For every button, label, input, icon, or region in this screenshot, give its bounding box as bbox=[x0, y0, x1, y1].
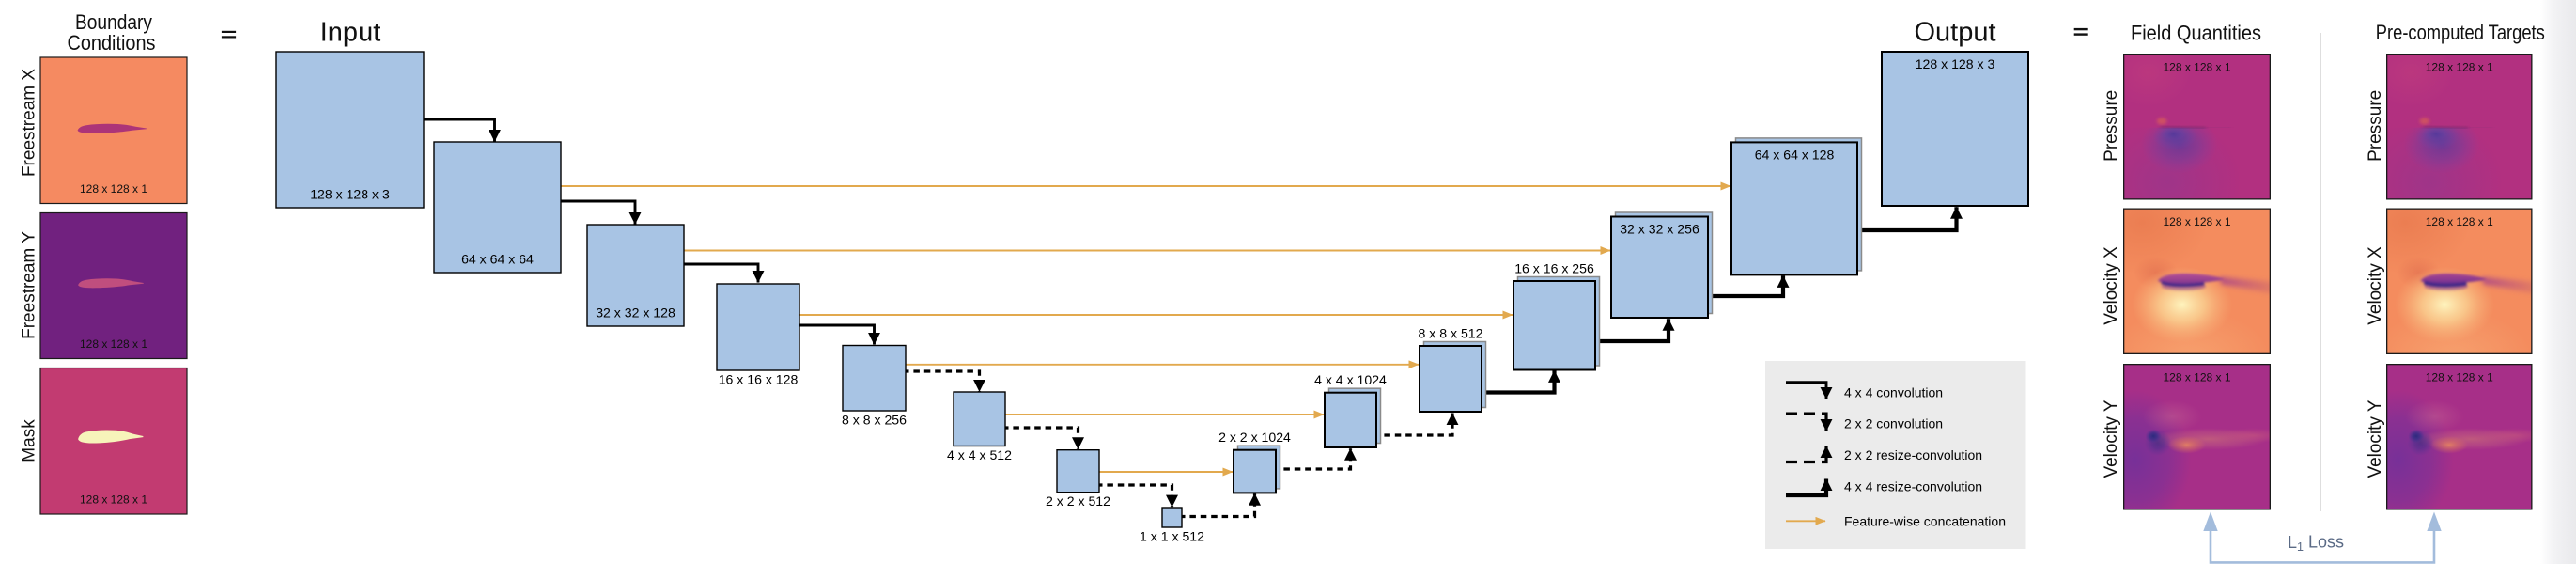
svg-text:2 x 2 resize-convolution: 2 x 2 resize-convolution bbox=[1844, 447, 1982, 462]
svg-text:8 x 8 x 512: 8 x 8 x 512 bbox=[1419, 326, 1483, 341]
svg-text:64 x 64 x 64: 64 x 64 x 64 bbox=[461, 252, 534, 267]
svg-text:Feature-wise concatenation: Feature-wise concatenation bbox=[1844, 513, 2006, 528]
svg-text:128 x 128 x 1: 128 x 128 x 1 bbox=[2163, 371, 2230, 384]
svg-text:1 x 1 x 512: 1 x 1 x 512 bbox=[1140, 529, 1204, 544]
svg-text:Freestream Y: Freestream Y bbox=[20, 231, 39, 339]
svg-text:Input: Input bbox=[320, 18, 381, 48]
svg-text:Velocity Y: Velocity Y bbox=[2366, 400, 2385, 478]
svg-text:Output: Output bbox=[1914, 18, 1995, 48]
svg-text:2 x 2 x 512: 2 x 2 x 512 bbox=[1046, 494, 1110, 509]
svg-text:Velocity Y: Velocity Y bbox=[2102, 400, 2121, 478]
svg-text:Freestream X: Freestream X bbox=[20, 69, 39, 177]
svg-text:128 x 128 x 1: 128 x 128 x 1 bbox=[80, 182, 147, 196]
svg-text:128 x 128 x 1: 128 x 128 x 1 bbox=[2426, 61, 2493, 74]
svg-text:Mask: Mask bbox=[20, 419, 39, 462]
svg-text:16 x 16 x 256: 16 x 16 x 256 bbox=[1514, 261, 1594, 276]
svg-text:Pressure: Pressure bbox=[2102, 90, 2121, 162]
svg-text:128 x 128 x 1: 128 x 128 x 1 bbox=[2426, 215, 2493, 228]
svg-text:32 x 32 x 256: 32 x 32 x 256 bbox=[1620, 222, 1699, 237]
svg-text:128 x 128 x 1: 128 x 128 x 1 bbox=[2426, 371, 2493, 384]
svg-text:8 x 8 x 256: 8 x 8 x 256 bbox=[842, 413, 907, 428]
svg-text:32 x 32 x 128: 32 x 32 x 128 bbox=[596, 306, 675, 321]
svg-text:64 x 64 x 128: 64 x 64 x 128 bbox=[1755, 147, 1835, 162]
svg-text:2 x 2 x 1024: 2 x 2 x 1024 bbox=[1218, 430, 1291, 445]
svg-text:4 x 4 x 512: 4 x 4 x 512 bbox=[947, 447, 1012, 462]
svg-text:Boundary: Boundary bbox=[75, 10, 153, 34]
svg-text:128 x 128 x 1: 128 x 128 x 1 bbox=[2163, 215, 2230, 228]
svg-text:Velocity X: Velocity X bbox=[2366, 246, 2385, 325]
svg-text:Pressure: Pressure bbox=[2366, 90, 2385, 162]
svg-text:Velocity X: Velocity X bbox=[2102, 246, 2121, 325]
svg-text:2 x 2 convolution: 2 x 2 convolution bbox=[1844, 416, 1943, 431]
svg-text:Field Quantities: Field Quantities bbox=[2131, 21, 2261, 44]
svg-text:4 x 4 x 1024: 4 x 4 x 1024 bbox=[1314, 372, 1387, 387]
svg-text:128 x 128 x 1: 128 x 128 x 1 bbox=[80, 494, 147, 507]
svg-text:4 x 4 convolution: 4 x 4 convolution bbox=[1844, 384, 1943, 400]
svg-text:128 x 128 x 1: 128 x 128 x 1 bbox=[2163, 61, 2230, 74]
svg-text:128 x 128 x 3: 128 x 128 x 3 bbox=[1916, 56, 1995, 71]
svg-text:128 x 128 x 3: 128 x 128 x 3 bbox=[310, 187, 390, 202]
svg-text:Conditions: Conditions bbox=[68, 31, 156, 55]
svg-text:Pre-computed Targets: Pre-computed Targets bbox=[2376, 21, 2545, 44]
svg-text:128 x 128 x 1: 128 x 128 x 1 bbox=[80, 337, 147, 351]
svg-text:4 x 4 resize-convolution: 4 x 4 resize-convolution bbox=[1844, 479, 1982, 494]
svg-text:L1 Loss: L1 Loss bbox=[2288, 533, 2344, 555]
svg-text:16 x 16 x 128: 16 x 16 x 128 bbox=[719, 372, 799, 387]
